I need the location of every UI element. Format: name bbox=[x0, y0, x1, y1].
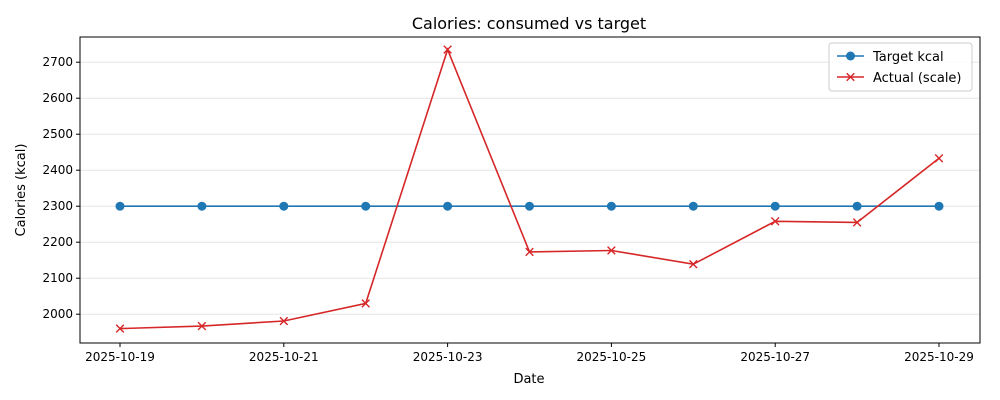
data-point bbox=[934, 154, 944, 163]
x-tick-label: 2025-10-27 bbox=[740, 350, 810, 364]
data-point bbox=[852, 201, 862, 211]
plot-area bbox=[115, 45, 944, 333]
data-point bbox=[689, 259, 698, 269]
y-tick-label: 2200 bbox=[42, 235, 73, 249]
legend-marker bbox=[846, 51, 855, 61]
data-point bbox=[115, 324, 125, 333]
y-tick-label: 2300 bbox=[42, 199, 73, 213]
y-axis-label: Calories (kcal) bbox=[14, 144, 29, 237]
data-point bbox=[443, 45, 452, 54]
y-tick-label: 2700 bbox=[42, 55, 73, 69]
x-axis-label: Date bbox=[513, 372, 544, 387]
data-point bbox=[197, 321, 207, 331]
legend: Target kcal Actual (scale) bbox=[828, 42, 973, 92]
axes-frame bbox=[79, 36, 981, 344]
x-tick-label: 2025-10-25 bbox=[577, 350, 647, 364]
y-tick-label: 2500 bbox=[42, 127, 73, 141]
data-point bbox=[279, 316, 289, 326]
chart-title: Calories: consumed vs target bbox=[412, 14, 646, 33]
legend-label: Target kcal bbox=[872, 50, 944, 65]
data-point bbox=[606, 201, 616, 211]
data-point bbox=[852, 218, 862, 227]
data-point bbox=[688, 201, 698, 211]
data-point bbox=[115, 201, 125, 211]
data-point bbox=[443, 201, 453, 211]
x-tick-label: 2025-10-23 bbox=[413, 350, 483, 364]
data-point bbox=[607, 246, 616, 255]
x-tick-label: 2025-10-29 bbox=[904, 350, 974, 364]
axes: 2000 2100 2200 2300 2400 2500 2600 2700 2025-10-… bbox=[42, 36, 981, 364]
y-tick-label: 2400 bbox=[42, 163, 73, 177]
data-point bbox=[525, 201, 534, 211]
data-point bbox=[361, 299, 370, 308]
y-tick-label: 2100 bbox=[42, 271, 73, 285]
y-tick-label: 2600 bbox=[42, 91, 73, 105]
y-tick-label: 2000 bbox=[42, 307, 73, 321]
grid-lines bbox=[80, 61, 980, 315]
x-tick-label: 2025-10-19 bbox=[85, 350, 155, 364]
data-point bbox=[770, 201, 780, 211]
x-tick-label: 2025-10-21 bbox=[249, 350, 319, 364]
data-point bbox=[770, 217, 780, 226]
data-point bbox=[279, 201, 289, 211]
legend-box bbox=[828, 42, 973, 92]
legend-marker bbox=[846, 72, 855, 82]
data-point bbox=[934, 201, 944, 211]
series-line-2 bbox=[119, 47, 940, 330]
legend-label: Actual (scale) bbox=[873, 71, 962, 86]
data-point bbox=[197, 201, 207, 211]
data-point bbox=[361, 201, 371, 211]
data-point bbox=[525, 247, 534, 257]
